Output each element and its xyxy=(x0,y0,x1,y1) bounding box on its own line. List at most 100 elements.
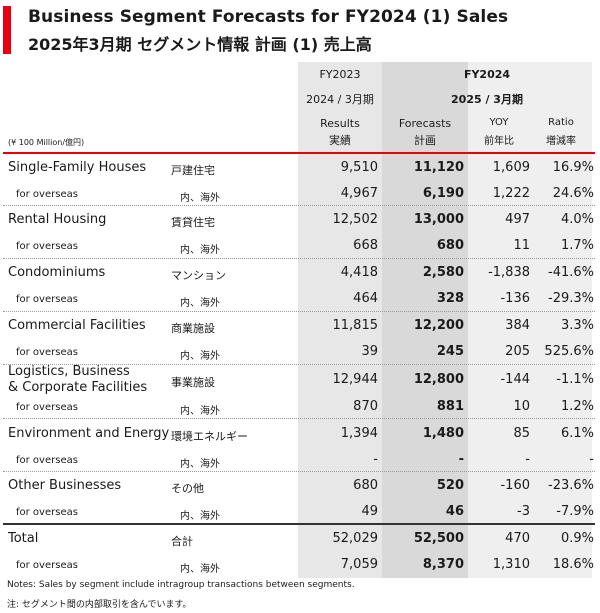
forecast-value: 680 xyxy=(436,238,464,253)
overseas-label-jp: 内、海外 xyxy=(180,298,220,309)
results-value: 464 xyxy=(353,291,378,306)
overseas-label-jp: 内、海外 xyxy=(180,564,220,575)
unit-label: (¥ 100 Million/億円) xyxy=(8,138,85,147)
yoy-value: -144 xyxy=(500,372,530,387)
segment-label-jp: その他 xyxy=(171,482,204,495)
segment-label: Commercial Facilities xyxy=(8,318,146,333)
ratio-value: -41.6% xyxy=(548,265,594,280)
yoy-value: 11 xyxy=(513,238,530,253)
overseas-label: for overseas xyxy=(16,241,78,252)
fy2024-forecast-column-bg xyxy=(382,62,468,578)
overseas-label-jp: 内、海外 xyxy=(180,351,220,362)
forecast-value: 46 xyxy=(445,504,464,519)
forecast-value: 52,500 xyxy=(413,531,464,546)
yoy-value: 497 xyxy=(505,212,530,227)
ratio-value: 24.6% xyxy=(552,186,594,201)
overseas-label: for overseas xyxy=(16,402,78,413)
overseas-label-jp: 内、海外 xyxy=(180,245,220,256)
results-value: 52,029 xyxy=(332,531,379,546)
yoy-value: 1,310 xyxy=(492,557,530,572)
segment-label-jp: 戸建住宅 xyxy=(171,164,215,177)
segment-label: Condominiums xyxy=(8,265,106,280)
overseas-label-jp: 内、海外 xyxy=(180,459,220,470)
ratio-value: 1.7% xyxy=(560,238,594,253)
ratio-value: -1.1% xyxy=(556,372,594,387)
yoy-value: - xyxy=(525,452,530,467)
ratio-value: 525.6% xyxy=(544,344,594,359)
row-separator xyxy=(3,364,595,365)
row-separator xyxy=(3,471,595,472)
total-divider xyxy=(3,523,595,525)
footnote: Notes: Sales by segment include intragro… xyxy=(7,580,355,590)
forecast-value: 881 xyxy=(436,399,464,414)
results-value: 668 xyxy=(353,238,378,253)
yoy-value: 1,222 xyxy=(492,186,530,201)
forecast-value: 12,200 xyxy=(413,318,464,333)
results-value: 49 xyxy=(361,504,378,519)
results-value: 9,510 xyxy=(340,160,378,175)
results-value: 680 xyxy=(353,478,378,493)
ratio-value: 3.3% xyxy=(560,318,594,333)
segment-label: Rental Housing xyxy=(8,212,107,227)
segment-label-jp: 賃貸住宅 xyxy=(171,216,215,229)
footnote-jp: 注: セグメント間の内部取引を含んでいます。 xyxy=(7,600,192,610)
segment-label-jp: 事業施設 xyxy=(171,376,215,389)
ratio-value: -23.6% xyxy=(548,478,594,493)
yoy-value: -1,838 xyxy=(488,265,530,280)
header-fy2023: FY2023 xyxy=(319,68,361,81)
header-ratio: Ratio xyxy=(548,117,574,128)
results-value: 4,967 xyxy=(340,186,378,201)
forecast-value: 245 xyxy=(436,344,464,359)
ratio-value: - xyxy=(589,452,594,467)
segment-label: Single-Family Houses xyxy=(8,160,147,175)
header-results: Results xyxy=(320,117,360,130)
header-fy2023-date: 2024 / 3月期 xyxy=(306,93,374,106)
overseas-label-jp: 内、海外 xyxy=(180,406,220,417)
header-yoy-jp: 前年比 xyxy=(484,136,514,147)
yoy-value: -160 xyxy=(500,478,530,493)
overseas-label: for overseas xyxy=(16,294,78,305)
forecast-value: 6,190 xyxy=(422,186,464,201)
yoy-value: 10 xyxy=(513,399,530,414)
ratio-value: 18.6% xyxy=(552,557,594,572)
forecast-value: 8,370 xyxy=(422,557,464,572)
forecast-value: 11,120 xyxy=(413,160,464,175)
results-value: 12,944 xyxy=(332,372,379,387)
yoy-value: -3 xyxy=(517,504,530,519)
results-value: 870 xyxy=(353,399,378,414)
overseas-label: for overseas xyxy=(16,560,78,571)
results-value: 1,394 xyxy=(340,426,378,441)
segment-label: Other Businesses xyxy=(8,478,122,493)
header-forecasts-jp: 計画 xyxy=(414,134,436,147)
results-value: 12,502 xyxy=(332,212,379,227)
fy2023-column-bg xyxy=(298,62,382,578)
forecast-value: 13,000 xyxy=(413,212,464,227)
segment-label-jp: マンション xyxy=(171,269,226,282)
ratio-value: 0.9% xyxy=(560,531,594,546)
forecast-value: 1,480 xyxy=(422,426,464,441)
page-title-jp: 2025年3月期 セグメント情報 計画 (1) 売上高 xyxy=(28,35,372,54)
overseas-label-jp: 内、海外 xyxy=(180,511,220,522)
ratio-value: 1.2% xyxy=(560,399,594,414)
forecast-value: 520 xyxy=(436,478,464,493)
forecast-value: 328 xyxy=(436,291,464,306)
forecast-value: 2,580 xyxy=(422,265,464,280)
yoy-value: 384 xyxy=(505,318,530,333)
results-value: 39 xyxy=(361,344,378,359)
yoy-value: -136 xyxy=(500,291,530,306)
overseas-label: for overseas xyxy=(16,507,78,518)
segment-label: Environment and Energy xyxy=(8,426,170,441)
ratio-value: 16.9% xyxy=(552,160,594,175)
yoy-value: 1,609 xyxy=(492,160,530,175)
results-value: 7,059 xyxy=(340,557,378,572)
header-ratio-jp: 増減率 xyxy=(546,136,576,147)
yoy-value: 85 xyxy=(513,426,530,441)
title-accent-bar xyxy=(3,6,11,54)
ratio-value: -29.3% xyxy=(548,291,594,306)
results-value: 4,418 xyxy=(340,265,378,280)
total-label: Total xyxy=(8,531,39,546)
header-yoy: YOY xyxy=(489,117,509,128)
row-separator xyxy=(3,258,595,259)
page-title: Business Segment Forecasts for FY2024 (1… xyxy=(28,7,509,27)
total-label-jp: 合計 xyxy=(171,535,193,548)
